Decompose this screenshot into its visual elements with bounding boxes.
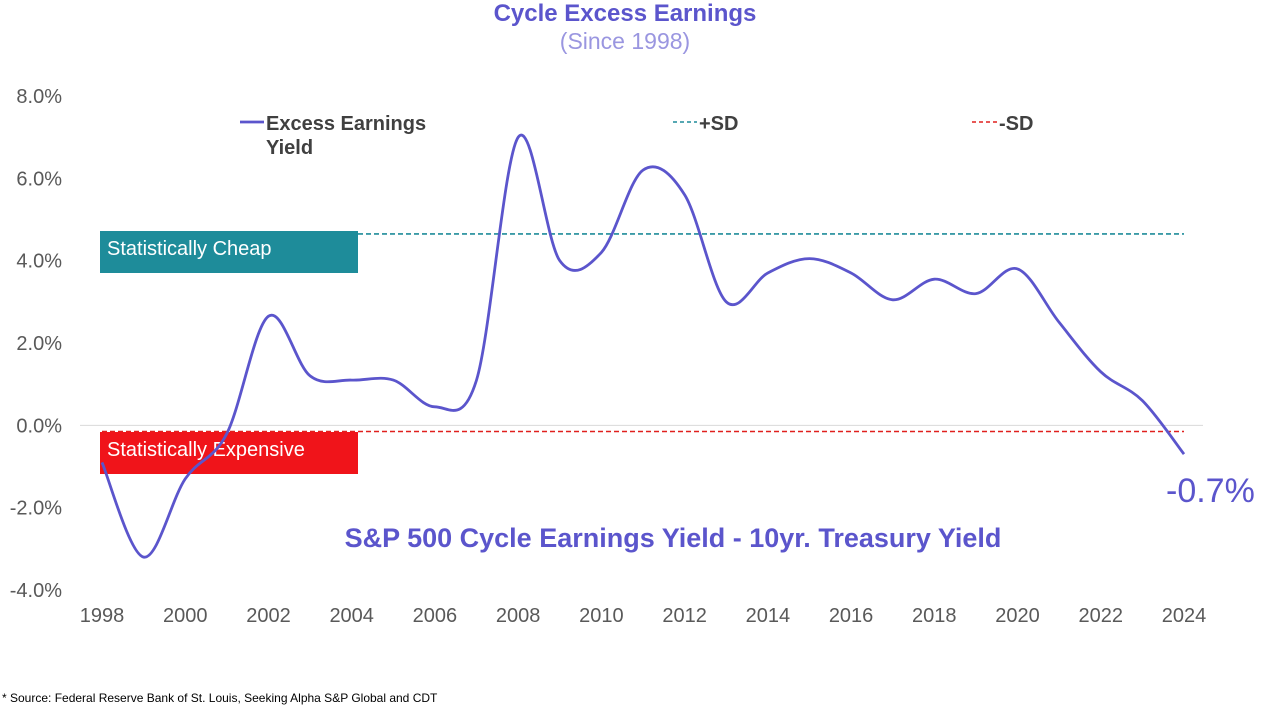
x-tick-label: 2016 [829,605,874,627]
x-tick-label: 2022 [1079,605,1124,627]
legend-label-plus-sd: +SD [699,113,738,135]
x-tick-label: 1998 [80,605,125,627]
excess-earnings-yield-line [100,133,1186,559]
x-tick-label: 2024 [1162,605,1207,627]
legend-label-excess-earnings: Excess Earnings [266,113,426,135]
x-tick-label: 2008 [496,605,541,627]
source-note: * Source: Federal Reserve Bank of St. Lo… [2,691,438,705]
statistically-cheap-label: Statistically Cheap [107,238,272,260]
y-tick-label: 2.0% [16,333,62,355]
statistically-expensive-label: Statistically Expensive [107,439,305,461]
y-tick-label: -4.0% [10,580,62,602]
x-tick-label: 2014 [746,605,791,627]
x-tick-label: 2018 [912,605,957,627]
y-tick-label: 6.0% [16,168,62,190]
x-tick-label: 2020 [995,605,1040,627]
x-tick-label: 2010 [579,605,624,627]
last-value-label: -0.7% [1166,472,1255,510]
chart-subtitle: (Since 1998) [559,28,691,54]
y-tick-label: 8.0% [16,86,62,108]
legend-label-minus-sd: -SD [999,113,1033,135]
inner-chart-title: S&P 500 Cycle Earnings Yield - 10yr. Tre… [345,523,1002,553]
y-tick-label: -2.0% [10,498,62,520]
x-axis: 1998 2000 2002 2004 2006 2008 2010 2012 2014 2016… [80,605,1207,627]
y-tick-label: 0.0% [16,415,62,437]
x-tick-label: 2002 [246,605,291,627]
statistically-cheap-box [100,231,358,273]
x-tick-label: 2006 [413,605,458,627]
y-axis: 8.0% 6.0% 4.0% 2.0% 0.0% -2.0% -4.0% [10,86,62,602]
x-tick-label: 2004 [329,605,374,627]
legend: Excess Earnings Yield +SD -SD [240,113,1033,159]
x-tick-label: 2012 [662,605,707,627]
legend-label-excess-earnings-line2: Yield [266,137,313,159]
y-tick-label: 4.0% [16,251,62,273]
statistically-expensive-box [100,432,358,474]
chart-title: Cycle Excess Earnings [493,0,757,27]
x-tick-label: 2000 [163,605,208,627]
